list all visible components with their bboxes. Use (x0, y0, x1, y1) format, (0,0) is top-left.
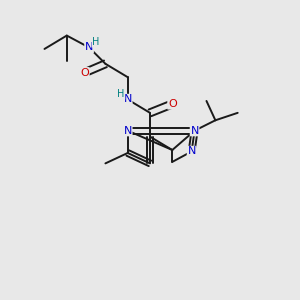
Text: H: H (92, 37, 99, 47)
Text: N: N (85, 43, 93, 52)
Text: N: N (190, 126, 199, 136)
Text: H: H (118, 89, 125, 99)
Text: O: O (168, 99, 177, 109)
Text: N: N (124, 94, 132, 104)
Text: N: N (124, 126, 132, 136)
Text: O: O (80, 68, 89, 78)
Text: N: N (188, 146, 196, 157)
